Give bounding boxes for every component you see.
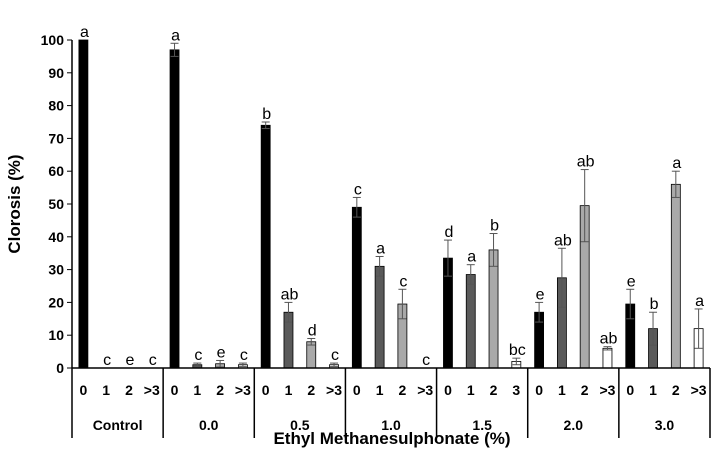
x-category-label: 0 bbox=[262, 382, 270, 398]
bar bbox=[602, 347, 613, 369]
significance-letter: b bbox=[262, 106, 271, 123]
y-tick-label: 90 bbox=[48, 65, 64, 81]
x-category-label: >3 bbox=[144, 382, 160, 398]
y-tick-label: 70 bbox=[48, 130, 64, 146]
significance-letter: e bbox=[217, 344, 226, 361]
x-category-label: 0 bbox=[79, 382, 87, 398]
y-tick-label: 80 bbox=[48, 98, 64, 114]
significance-letter: c bbox=[149, 352, 157, 369]
x-category-label: >3 bbox=[599, 382, 615, 398]
x-category-label: 0 bbox=[626, 382, 634, 398]
significance-letter: c bbox=[194, 347, 202, 364]
group-label: Control bbox=[93, 417, 143, 433]
bar bbox=[306, 341, 317, 369]
significance-letter: d bbox=[445, 224, 454, 241]
significance-letter: ab bbox=[281, 286, 299, 303]
significance-letter: e bbox=[536, 286, 545, 303]
x-category-label: 2 bbox=[581, 382, 589, 398]
significance-letter: c bbox=[331, 347, 339, 364]
significance-letter: ab bbox=[554, 232, 572, 249]
x-axis-title: Ethyl Methanesulphonate (%) bbox=[273, 429, 510, 448]
significance-letter: a bbox=[376, 240, 385, 257]
x-category-label: 2 bbox=[672, 382, 680, 398]
significance-letter: e bbox=[627, 273, 636, 290]
group-label: 0.5 bbox=[290, 417, 310, 433]
x-category-label: 0 bbox=[171, 382, 179, 398]
x-category-label: 2 bbox=[490, 382, 498, 398]
x-category-label: 1 bbox=[285, 382, 293, 398]
significance-letter: c bbox=[399, 273, 407, 290]
x-category-label: 1 bbox=[376, 382, 384, 398]
significance-letter: b bbox=[650, 296, 659, 313]
significance-letter: a bbox=[80, 24, 89, 41]
significance-letter: a bbox=[672, 155, 681, 172]
x-category-label: 2 bbox=[398, 382, 406, 398]
x-category-label: 1 bbox=[558, 382, 566, 398]
group-label: 1.5 bbox=[472, 417, 492, 433]
y-tick-label: 0 bbox=[56, 360, 64, 376]
x-category-label: 0 bbox=[444, 382, 452, 398]
bar bbox=[374, 265, 385, 369]
significance-letter: ab bbox=[600, 331, 618, 348]
bar bbox=[351, 206, 362, 369]
group-label: 2.0 bbox=[564, 417, 584, 433]
bar bbox=[78, 39, 89, 369]
significance-letter: c bbox=[422, 352, 430, 369]
x-category-label: 0 bbox=[353, 382, 361, 398]
significance-letter: b bbox=[490, 218, 499, 235]
x-group-labels: Control 0.0 0.5 1.0 1.5 2.0 3.0 bbox=[93, 417, 675, 433]
x-category-label: 0 bbox=[535, 382, 543, 398]
y-tick-label: 100 bbox=[41, 32, 65, 48]
significance-letter: bc bbox=[509, 342, 526, 359]
group-label: 3.0 bbox=[655, 417, 675, 433]
x-category-label: >3 bbox=[235, 382, 251, 398]
significance-letter: ab bbox=[577, 154, 595, 171]
x-category-label: >3 bbox=[691, 382, 707, 398]
bars-layer bbox=[78, 39, 704, 369]
x-category-label: >3 bbox=[417, 382, 433, 398]
x-category-label: 1 bbox=[102, 382, 110, 398]
y-tick-label: 30 bbox=[48, 262, 64, 278]
y-axis-title: Clorosis (%) bbox=[5, 154, 24, 253]
error-bars-layer bbox=[170, 42, 703, 368]
x-category-labels: 0 1 2 >3 0 1 2 >3 0 1 2 >3 0 1 2 >3 0 1 2 3 0 1 2 >3 0 1 2 >3 bbox=[79, 382, 706, 398]
y-tick-label: 10 bbox=[48, 327, 64, 343]
y-tick-label: 20 bbox=[48, 294, 64, 310]
bar bbox=[169, 49, 180, 369]
x-category-label: 1 bbox=[193, 382, 201, 398]
bar bbox=[488, 249, 499, 369]
y-axis-ticks: 0 10 20 30 40 50 60 70 80 90 100 bbox=[41, 32, 72, 376]
significance-letter: a bbox=[695, 293, 704, 310]
significance-letter: e bbox=[126, 352, 135, 369]
x-category-label: 2 bbox=[216, 382, 224, 398]
x-category-label: 3 bbox=[512, 382, 520, 398]
significance-letter: c bbox=[240, 347, 248, 364]
x-category-label: 1 bbox=[467, 382, 475, 398]
significance-letter: c bbox=[354, 181, 362, 198]
x-category-label: 2 bbox=[307, 382, 315, 398]
y-tick-label: 60 bbox=[48, 163, 64, 179]
significance-letter: d bbox=[308, 322, 317, 339]
significance-letter: a bbox=[171, 27, 180, 44]
group-label: 0.0 bbox=[199, 417, 219, 433]
group-label: 1.0 bbox=[381, 417, 401, 433]
significance-letter: c bbox=[103, 352, 111, 369]
x-category-label: >3 bbox=[326, 382, 342, 398]
y-tick-label: 50 bbox=[48, 196, 64, 212]
bar bbox=[670, 183, 681, 369]
significance-letter: a bbox=[467, 249, 476, 266]
axes-layer bbox=[71, 40, 711, 438]
bar bbox=[260, 124, 271, 369]
bar bbox=[465, 274, 476, 369]
x-category-label: 1 bbox=[649, 382, 657, 398]
x-category-label: 2 bbox=[125, 382, 133, 398]
y-tick-label: 40 bbox=[48, 229, 64, 245]
